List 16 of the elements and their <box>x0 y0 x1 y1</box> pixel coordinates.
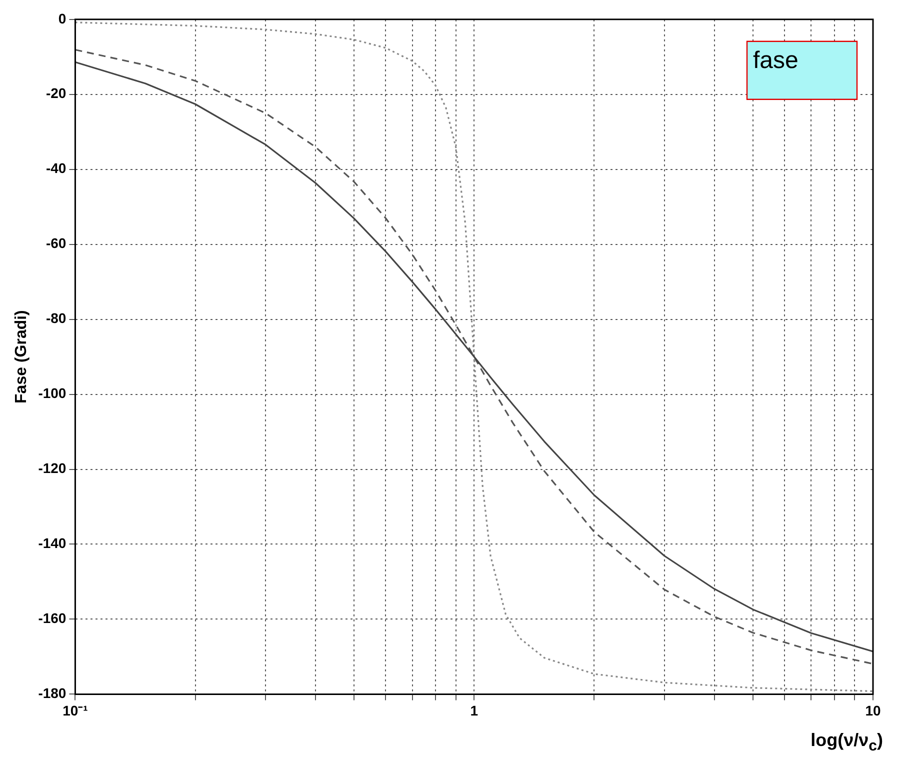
y-tick-label: -160 <box>38 610 66 626</box>
y-tick-label: -100 <box>38 385 66 402</box>
y-tick-label: -180 <box>38 685 66 702</box>
y-tick-label: -120 <box>38 460 66 476</box>
y-tick-label: -40 <box>46 160 66 176</box>
y-axis-title: Fase (Gradi) <box>13 310 30 404</box>
x-tick-label: 10 <box>865 702 881 718</box>
y-tick-label: -60 <box>46 235 66 252</box>
x-axis-title: log(ν/ν$_{c}$) <box>810 730 883 755</box>
annotation: fase <box>753 47 798 74</box>
y-tick-label: -20 <box>46 85 66 102</box>
y-tick-label: -80 <box>46 310 66 326</box>
y-tick-label: 0 <box>58 10 66 26</box>
x-tick-label: 1 <box>470 702 478 718</box>
x-tick-label: 10⁻¹ <box>62 702 88 718</box>
y-tick-label: -140 <box>38 535 66 552</box>
